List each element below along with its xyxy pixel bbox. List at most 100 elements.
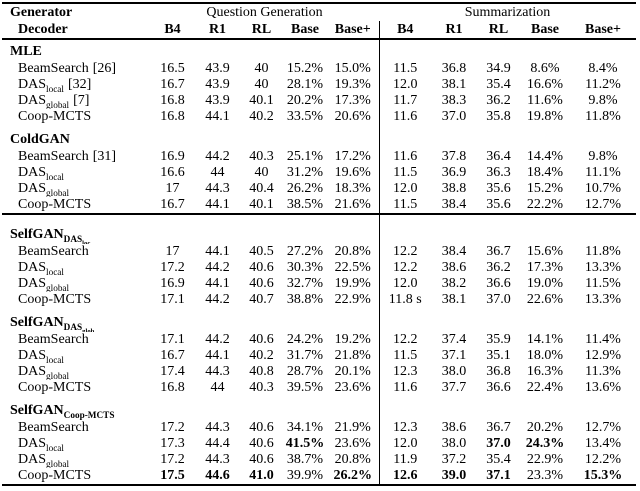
cell-qg-base-plus: 19.6% [334,165,371,180]
cell-sum-rl: 36.2 [486,93,511,108]
cell-sum-b4: 12.3 [378,364,431,380]
cell-sum-r1: 37.1 [441,348,467,363]
section-title-row: MLE [2,39,636,61]
decoder-header: Decoder [2,21,150,40]
cell-qg-r1: 43.9 [205,93,230,108]
cell-sum-base: 14.1% [526,332,564,347]
cell-sum-base: 15.6% [526,244,564,259]
cell-sum-base-plus: 13.3% [584,260,622,275]
cell-sum-rl: 35.1 [486,348,511,363]
decoder-base: DAS [18,364,47,379]
table-row: DASlocal 17.2 44.2 40.6 30.3% 22.5% 12.2 38.6 36… [2,260,636,276]
cell-qg-b4: 17.5 [160,468,185,483]
cell-sum-base: 19.8% [526,109,564,124]
cell-sum-base-plus: 15.3% [583,468,623,483]
col-header-sum-base: Base [520,21,570,40]
decoder-subscript: global [46,458,70,468]
cell-sum-b4: 12.0 [378,276,431,292]
cell-qg-rl: 40.6 [249,276,274,291]
cell-sum-rl: 36.8 [486,364,511,379]
col-header-sum-r1: R1 [431,21,477,40]
cell-sum-b4: 12.3 [378,420,431,436]
decoder-name: DASglobal [2,364,150,380]
col-header-qg-r1: R1 [195,21,240,40]
cell-sum-r1: 38.1 [441,77,467,92]
cell-sum-b4: 11.5 [378,348,431,364]
question-generation-group-header: Question Generation [206,5,323,20]
cell-sum-base: 23.3% [526,468,564,483]
col-header-qg-b4: B4 [150,21,195,40]
cell-sum-r1: 37.0 [441,109,467,124]
decoder-name: BeamSearch [2,332,150,348]
cell-qg-base: 24.2% [286,332,324,347]
table-row: Coop-MCTS 16.8 44 40.3 39.5% 23.6% 11.6 37.7 36.… [2,380,636,396]
cell-qg-r1: 44.3 [205,364,230,379]
cell-qg-rl: 40 [254,165,269,180]
decoder-subscript: local [46,442,64,452]
cell-qg-r1: 44 [210,165,225,180]
decoder-base: BeamSearch [18,244,89,259]
section-title: SelfGANCoop-MCTS [2,396,379,420]
cell-qg-base-plus: 19.2% [334,332,371,347]
cell-qg-base: 39.9% [286,468,324,483]
decoder-name: DASglobal [2,181,150,197]
cell-qg-b4: 16.7 [160,197,185,212]
cell-qg-b4: 17.2 [160,260,185,275]
cell-qg-r1: 44.6 [205,468,230,483]
col-header-qg-base: Base [283,21,327,40]
cell-sum-r1: 37.2 [441,452,467,467]
table-row: Coop-MCTS 17.1 44.2 40.7 38.8% 22.9% 11.8 s 38.… [2,292,636,308]
decoder-name: Coop-MCTS [2,292,150,308]
cell-sum-b4: 11.8 s [378,292,431,308]
cell-qg-base: 30.3% [286,260,324,275]
col-header-qg-base-plus: Base+ [327,21,379,40]
cell-sum-b4: 11.5 [378,61,431,77]
table-row: Coop-MCTS 17.5 44.6 41.0 39.9% 26.2% 12.6 39.0 3… [2,468,636,485]
section-name-subscript: DASglob [64,322,95,332]
table-row: BeamSearch 17.1 44.2 40.6 24.2% 19.2% 12.2 37.4… [2,332,636,348]
cell-sum-r1: 36.9 [441,165,467,180]
cell-sum-b4: 12.6 [378,468,431,485]
cell-sum-rl: 34.9 [486,61,511,76]
cell-qg-r1: 44.1 [205,276,230,291]
decoder-base: DAS [18,165,47,180]
table-row: DASglobal [7] 16.8 43.9 40.1 20.2% 17.3% 11.7 38… [2,93,636,109]
cell-sum-base-plus: 11.8% [585,244,621,259]
cell-sum-b4: 11.5 [378,197,431,214]
cell-qg-base: 28.1% [286,77,324,92]
cell-sum-base-plus: 8.4% [588,61,618,76]
decoder-base: Coop-MCTS [18,380,92,395]
col-header-qg-rl: RL [240,21,283,40]
cell-qg-b4: 16.7 [160,77,185,92]
cell-sum-base: 19.0% [526,276,564,291]
cell-qg-r1: 44.2 [205,149,230,164]
cell-sum-r1: 38.0 [441,436,467,451]
cell-qg-r1: 43.9 [205,61,230,76]
cell-sum-base-plus: 13.6% [584,380,622,395]
cell-sum-r1: 38.6 [441,420,467,435]
cell-qg-b4: 17 [165,181,180,196]
cell-qg-base-plus: 21.9% [334,420,371,435]
cell-sum-base: 18.4% [526,165,564,180]
cell-sum-base-plus: 12.7% [584,420,622,435]
cell-qg-b4: 17 [165,244,180,259]
cell-sum-base: 8.6% [530,61,560,76]
table-row: DASglobal 17.2 44.3 40.6 38.7% 20.8% 11.9 37.2 3… [2,452,636,468]
decoder-base: Coop-MCTS [18,292,92,307]
decoder-base: DAS [18,260,47,275]
table-row: Coop-MCTS 16.7 44.1 40.1 38.5% 21.6% 11.5 38.4 3… [2,197,636,214]
cell-qg-b4: 16.8 [160,380,185,395]
section-name-subscript: DASloc [64,234,91,244]
cell-qg-base-plus: 19.9% [334,276,371,291]
table-row: DASlocal [32] 16.7 43.9 40 28.1% 19.3% 12.0 38.1… [2,77,636,93]
decoder-subscript: global [46,187,70,197]
cell-qg-base: 26.2% [286,181,324,196]
cell-qg-rl: 40 [254,61,269,76]
cell-sum-base-plus: 9.8% [588,149,618,164]
cell-sum-base-plus: 11.1% [585,165,621,180]
cell-sum-b4: 12.2 [378,260,431,276]
decoder-base: BeamSearch [18,149,89,164]
decoder-name: DASlocal [2,165,150,181]
decoder-name: DASglobal [2,452,150,468]
